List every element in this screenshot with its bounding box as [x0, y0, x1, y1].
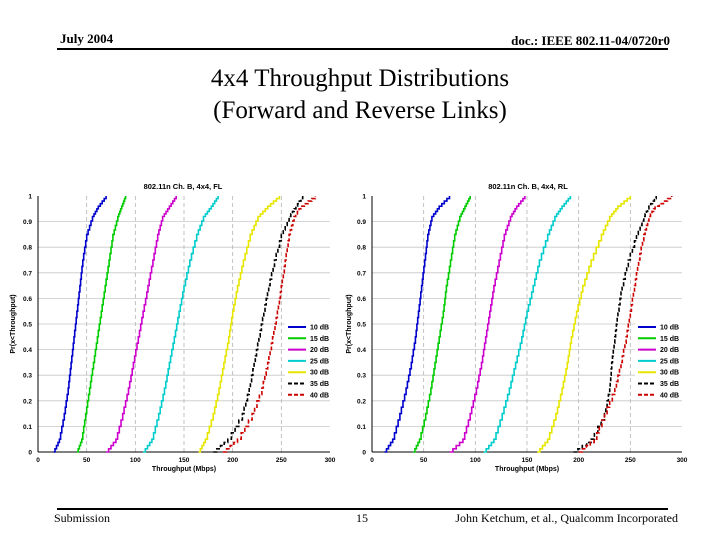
header-rule [57, 48, 668, 50]
legend-label-30-dB: 30 dB [310, 370, 329, 377]
x-tick-label-150: 150 [522, 457, 533, 464]
footer-submission: Submission [54, 511, 111, 525]
legend-label-25-dB: 25 dB [660, 358, 679, 365]
x-tick-label-0: 0 [36, 457, 40, 464]
footer-page-number: 15 [356, 511, 368, 525]
series-line-40-dB [222, 196, 317, 453]
x-tick-label-0: 0 [370, 457, 374, 464]
x-tick-label-300: 300 [677, 457, 688, 464]
y-tick-label-0: 0 [28, 450, 32, 457]
series-line-35-dB [573, 196, 657, 453]
y-tick-label-0.9: 0.9 [357, 219, 366, 226]
legend-label-15-dB: 15 dB [660, 336, 679, 343]
legend-label-40-dB: 40 dB [660, 392, 679, 399]
x-tick-label-200: 200 [227, 457, 238, 464]
legend-label-10-dB: 10 dB [310, 325, 329, 332]
y-tick-label-0.5: 0.5 [357, 322, 366, 329]
legend-box [285, 319, 337, 399]
y-tick-label-0.2: 0.2 [23, 398, 32, 405]
chart-title: 802.11n Ch. B, 4x4, RL [488, 182, 568, 191]
series-line-15-dB [413, 196, 471, 453]
legend-box [635, 319, 687, 399]
legend-label-10-dB: 10 dB [660, 325, 679, 332]
y-axis-label: Pr(x<Throughput) [346, 294, 353, 353]
y-tick-label-0.9: 0.9 [23, 219, 32, 226]
y-tick-label-1: 1 [28, 194, 32, 201]
y-tick-label-0.8: 0.8 [23, 245, 32, 252]
series-line-30-dB [537, 196, 632, 453]
legend-label-35-dB: 35 dB [660, 381, 679, 388]
y-tick-label-0.7: 0.7 [357, 270, 366, 277]
x-tick-label-50: 50 [420, 457, 428, 464]
legend-label-20-dB: 20 dB [310, 347, 329, 354]
x-axis-label: Throughput (Mbps) [495, 466, 559, 473]
series-line-35-dB [213, 196, 304, 453]
chart-title: 802.11n Ch. B, 4x4, FL [144, 182, 223, 191]
slide-title-line1: 4x4 Throughput Distributions [210, 65, 510, 92]
y-tick-label-0.3: 0.3 [23, 373, 32, 380]
slide-title: 4x4 Throughput Distributions (Forward an… [0, 63, 720, 127]
x-tick-label-100: 100 [130, 457, 141, 464]
series-line-20-dB [106, 196, 177, 453]
series-line-10-dB [384, 196, 451, 453]
y-tick-label-0.6: 0.6 [23, 296, 32, 303]
x-tick-label-300: 300 [325, 457, 336, 464]
series-line-25-dB [483, 196, 572, 453]
footer-author: John Ketchum, et al., Qualcomm Incorpora… [455, 511, 678, 525]
x-tick-label-250: 250 [276, 457, 287, 464]
legend-label-15-dB: 15 dB [310, 336, 329, 343]
series-line-20-dB [449, 196, 526, 453]
legend-label-40-dB: 40 dB [310, 392, 329, 399]
x-tick-label-100: 100 [470, 457, 481, 464]
y-tick-label-0: 0 [362, 450, 366, 457]
legend-label-25-dB: 25 dB [310, 358, 329, 365]
header-doc-id: doc.: IEEE 802.11-04/0720r0 [511, 33, 670, 48]
y-tick-label-0.4: 0.4 [357, 347, 366, 354]
y-tick-label-0.8: 0.8 [357, 245, 366, 252]
y-axis-label: Pr(x<Throughput) [10, 294, 17, 353]
series-line-40-dB [578, 196, 673, 453]
y-tick-label-0.5: 0.5 [23, 322, 32, 329]
legend-label-30-dB: 30 dB [660, 370, 679, 377]
series-line-30-dB [198, 196, 281, 453]
x-tick-label-150: 150 [179, 457, 190, 464]
series-line-10-dB [53, 196, 107, 453]
y-tick-label-1: 1 [362, 194, 366, 201]
x-tick-label-250: 250 [625, 457, 636, 464]
x-tick-label-200: 200 [573, 457, 584, 464]
y-tick-label-0.1: 0.1 [23, 424, 32, 431]
y-tick-label-0.1: 0.1 [357, 424, 366, 431]
series-line-15-dB [76, 196, 127, 453]
slide-title-line2: (Forward and Reverse Links) [213, 97, 507, 124]
y-tick-label-0.3: 0.3 [357, 373, 366, 380]
legend-label-20-dB: 20 dB [660, 347, 679, 354]
x-tick-label-50: 50 [83, 457, 91, 464]
series-line-25-dB [143, 196, 219, 453]
y-tick-label-0.7: 0.7 [23, 270, 32, 277]
y-tick-label-0.4: 0.4 [23, 347, 32, 354]
footer-rule [57, 508, 668, 510]
legend-label-35-dB: 35 dB [310, 381, 329, 388]
y-tick-label-0.6: 0.6 [357, 296, 366, 303]
header-date: July 2004 [60, 31, 114, 46]
y-tick-label-0.2: 0.2 [357, 398, 366, 405]
x-axis-label: Throughput (Mbps) [152, 466, 216, 473]
